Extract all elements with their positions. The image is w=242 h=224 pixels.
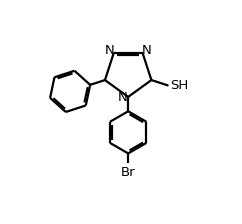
Text: N: N [118,91,128,104]
Text: N: N [142,44,152,57]
Text: Br: Br [121,166,136,179]
Text: SH: SH [170,79,189,92]
Text: N: N [105,44,114,57]
